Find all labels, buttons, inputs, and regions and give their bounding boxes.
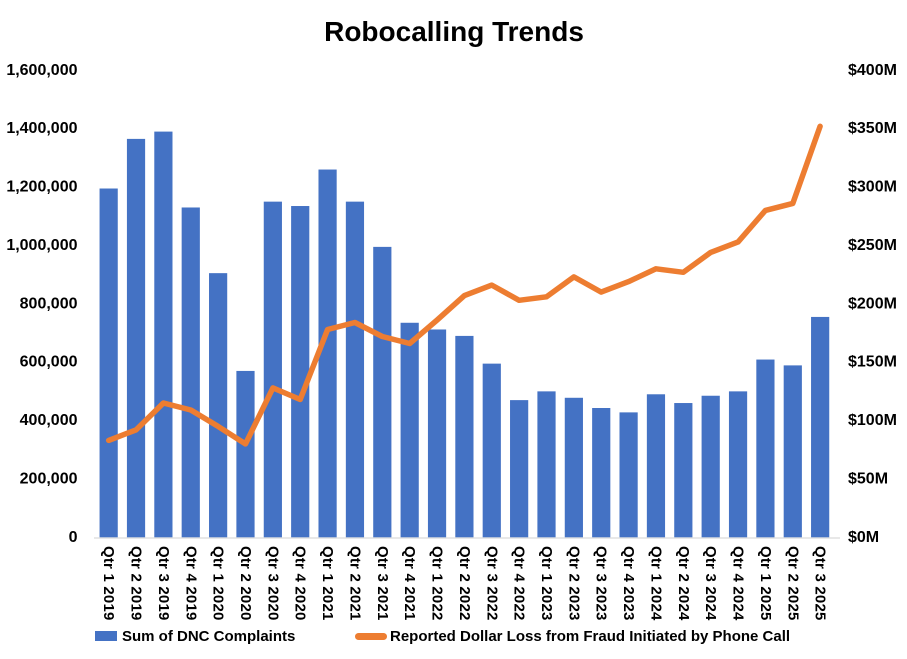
x-axis-tick: Qtr 2 2025: [784, 546, 801, 621]
x-axis-tick: Qtr 1 2022: [429, 546, 446, 621]
right-axis-tick: $250M: [848, 237, 897, 254]
x-axis-tick: Qtr 3 2025: [812, 546, 829, 621]
left-axis-tick: 200,000: [20, 470, 78, 487]
x-axis-tick: Qtr 3 2019: [155, 546, 172, 621]
x-axis-tick: Qtr 4 2024: [730, 546, 747, 621]
left-axis-tick: 1,600,000: [6, 62, 77, 79]
x-axis-tick: Qtr 1 2024: [647, 546, 664, 621]
left-axis-tick: 1,400,000: [6, 120, 77, 137]
bar-qtr-1-2023: [537, 391, 556, 538]
bar-qtr-2-2021: [345, 201, 365, 538]
fraud-loss-line: [105, 123, 823, 447]
left-axis-tick: 1,200,000: [6, 179, 77, 196]
legend-bar-label: Sum of DNC Complaints: [122, 627, 296, 645]
x-axis-labels: Qtr 1 2019 Qtr 2 2019 Qtr 3 2019 Qtr 4 2019…: [100, 546, 828, 621]
bar-qtr-4-2023: [619, 412, 638, 538]
x-axis-tick: Qtr 2 2024: [675, 546, 692, 621]
left-axis-tick: 1,000,000: [6, 237, 77, 254]
x-axis-tick: Qtr 4 2020: [292, 546, 309, 621]
right-axis-tick: $350M: [848, 120, 897, 137]
bar-qtr-3-2019: [154, 131, 173, 538]
legend-item-fraud-loss: Reported Dollar Loss from Fraud Initiate…: [355, 625, 790, 647]
x-axis-tick: Qtr 3 2020: [264, 546, 281, 621]
right-axis: $0M $50M $100M $150M $200M $250M $300M $350M $40…: [848, 62, 897, 546]
bar-qtr-3-2023: [592, 407, 611, 538]
x-axis-tick: Qtr 3 2024: [702, 546, 719, 621]
x-axis-tick: Qtr 2 2019: [128, 546, 145, 621]
x-axis-tick: Qtr 1 2021: [319, 546, 336, 621]
right-axis-tick: $0M: [848, 529, 879, 546]
right-axis-tick: $400M: [848, 62, 897, 79]
bar-qtr-3-2025: [811, 316, 830, 538]
x-axis-tick: Qtr 2 2023: [565, 546, 582, 621]
line-series: [105, 123, 823, 447]
chart-title: Robocalling Trends: [324, 16, 584, 47]
x-axis-tick: Qtr 4 2023: [620, 546, 637, 621]
bar-qtr-2-2020: [236, 370, 255, 538]
left-axis-tick: 600,000: [20, 354, 78, 371]
x-axis-tick: Qtr 4 2019: [182, 546, 199, 621]
left-axis-tick: 800,000: [20, 295, 78, 312]
x-axis-tick: Qtr 4 2022: [511, 546, 528, 621]
x-axis-tick: Qtr 1 2025: [757, 546, 774, 621]
x-axis-tick: Qtr 2 2021: [346, 546, 363, 621]
legend-item-dnc-complaints: Sum of DNC Complaints: [95, 625, 295, 647]
legend-line-swatch-icon: [355, 632, 387, 640]
bar-qtr-3-2022: [482, 363, 501, 538]
bar-qtr-4-2019: [181, 207, 200, 538]
legend-bar-swatch-icon: [95, 631, 117, 641]
left-axis-tick: 400,000: [20, 412, 78, 429]
x-axis-tick: Qtr 4 2021: [401, 546, 418, 621]
x-axis-tick: Qtr 3 2021: [374, 546, 391, 621]
bar-qtr-1-2019: [99, 188, 118, 538]
legend-line-label: Reported Dollar Loss from Fraud Initiate…: [390, 627, 791, 645]
bar-qtr-2-2023: [564, 397, 583, 538]
x-axis-tick: Qtr 3 2022: [483, 546, 500, 621]
bar-qtr-2-2024: [674, 403, 693, 538]
bar-qtr-2-2019: [126, 138, 146, 538]
right-axis-tick: $100M: [848, 412, 897, 429]
x-axis-tick: Qtr 2 2020: [237, 546, 254, 621]
bar-qtr-1-2024: [646, 394, 666, 538]
bar-qtr-1-2021: [318, 169, 337, 538]
x-axis-tick: Qtr 1 2020: [210, 546, 227, 621]
right-axis-tick: $200M: [848, 295, 897, 312]
bar-qtr-2-2025: [783, 365, 802, 538]
bar-qtr-4-2020: [291, 206, 310, 538]
left-axis-tick: 0: [69, 529, 78, 546]
bar-qtr-1-2025: [756, 359, 775, 538]
x-axis-tick: Qtr 1 2019: [100, 546, 117, 621]
right-axis-tick: $50M: [848, 470, 888, 487]
bar-qtr-2-2022: [455, 335, 474, 538]
bar-qtr-1-2020: [209, 273, 228, 538]
chart-legend: Sum of DNC Complaints Reported Dollar Lo…: [0, 625, 907, 649]
bar-qtr-3-2021: [373, 246, 392, 538]
bar-series: [99, 131, 830, 538]
bar-qtr-4-2022: [510, 400, 529, 538]
bar-qtr-1-2022: [427, 329, 447, 538]
x-axis-tick: Qtr 2 2022: [456, 546, 473, 621]
bar-qtr-3-2024: [701, 395, 720, 538]
bar-qtr-3-2020: [263, 201, 282, 538]
x-axis-tick: Qtr 1 2023: [538, 546, 555, 621]
bar-qtr-4-2024: [728, 391, 748, 538]
right-axis-tick: $300M: [848, 179, 897, 196]
right-axis-tick: $150M: [848, 354, 897, 371]
left-axis: 0 200,000 400,000 600,000 800,000 1,000,000 1,…: [6, 62, 77, 546]
bar-qtr-4-2021: [400, 322, 419, 538]
x-axis-tick: Qtr 3 2023: [593, 546, 610, 621]
